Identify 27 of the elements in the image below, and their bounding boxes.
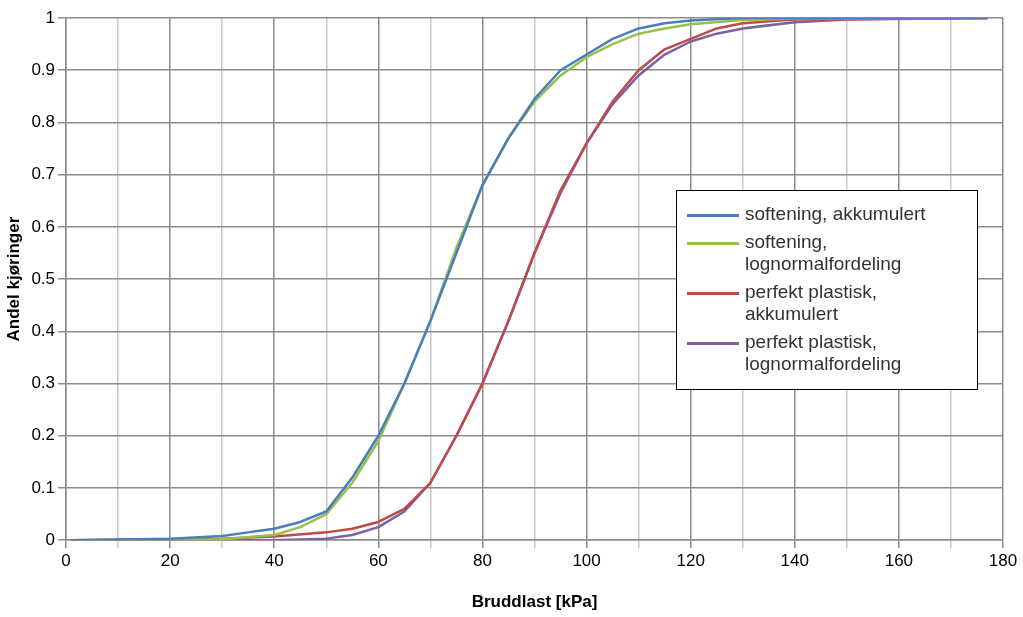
x-tick-label: 0 bbox=[61, 551, 71, 571]
y-tick-label: 0.8 bbox=[31, 112, 56, 132]
legend-label: softening, akkumulert bbox=[745, 203, 927, 225]
y-tick-label: 0.7 bbox=[31, 164, 56, 184]
y-tick-label: 0.9 bbox=[31, 59, 56, 79]
legend-label: softening, lognormalfordeling bbox=[745, 231, 903, 275]
x-axis-title: Bruddlast [kPa] bbox=[471, 592, 598, 612]
y-tick-label: 0.2 bbox=[31, 425, 56, 445]
y-tick-label: 0.5 bbox=[31, 268, 56, 288]
y-tick-label: 0.4 bbox=[31, 321, 56, 341]
x-tick-label: 80 bbox=[473, 551, 492, 571]
x-tick-label: 40 bbox=[264, 551, 284, 571]
x-tick-label: 20 bbox=[160, 551, 180, 571]
legend-label: perfekt plastisk, lognormalfordeling bbox=[745, 331, 903, 375]
legend-label: perfekt plastisk, akkumulert bbox=[745, 281, 878, 325]
x-tick-label: 100 bbox=[572, 551, 601, 571]
y-axis-title: Andel kjøringer bbox=[3, 216, 23, 342]
x-tick-label: 160 bbox=[884, 551, 914, 571]
x-tick-label: 140 bbox=[780, 551, 809, 571]
y-tick-label: 0.3 bbox=[31, 373, 56, 393]
y-tick-label: 1 bbox=[45, 7, 56, 27]
y-tick-label: 0.6 bbox=[31, 216, 56, 236]
x-tick-label: 120 bbox=[676, 551, 705, 571]
x-tick-label: 60 bbox=[368, 551, 388, 571]
x-tick-label: 180 bbox=[988, 551, 1018, 571]
y-tick-label: 0 bbox=[45, 529, 56, 549]
y-tick-label: 0.1 bbox=[31, 477, 56, 497]
